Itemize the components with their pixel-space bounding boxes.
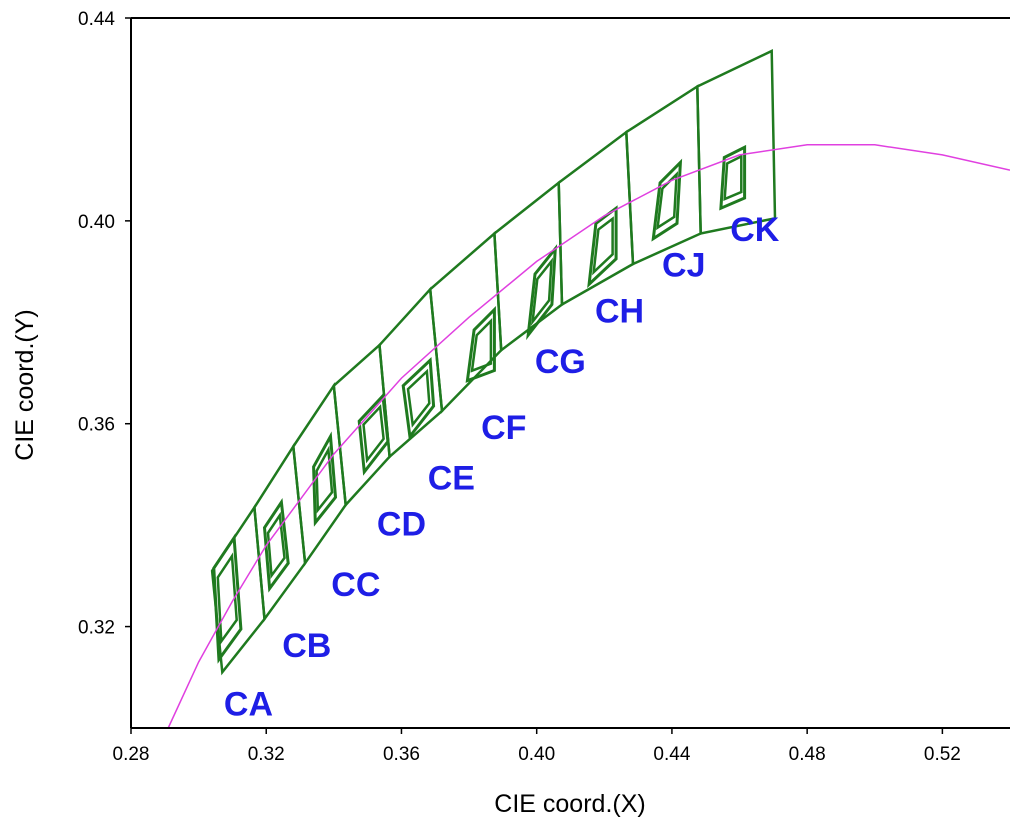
bin-label-cf: CF [481, 409, 526, 447]
bin-label-cb: CB [282, 627, 331, 665]
bin-inner-outer-cb [262, 498, 290, 593]
bin-outer-cj [625, 84, 702, 266]
y-tick-label: 0.40 [78, 212, 115, 233]
bin-label-ce: CE [428, 460, 475, 498]
bin-inner-outer-cf [465, 305, 496, 383]
bin-inner-cd [362, 404, 385, 464]
bin-label-cj: CJ [662, 247, 705, 285]
bin-label-cd: CD [377, 505, 426, 543]
axes-layer [130, 17, 1010, 729]
bin-inner-cc [315, 445, 334, 514]
x-tick-label: 0.32 [248, 744, 285, 765]
bin-outer-ck [696, 49, 777, 236]
bin-inner-ck [723, 154, 743, 201]
planckian-locus-line [167, 144, 1010, 729]
bin-label-cg: CG [535, 343, 586, 381]
x-tick-label: 0.28 [113, 744, 150, 765]
bin-inner-ce [406, 368, 431, 428]
y-tick-label: 0.32 [78, 618, 115, 639]
y-tick-label: 0.36 [78, 415, 115, 436]
bin-outer-cb [253, 442, 307, 623]
bin-inner-cj [656, 171, 679, 231]
bin-inner-ch [592, 216, 614, 276]
bin-inner-outer-ck [719, 144, 747, 211]
x-axis-title: CIE coord.(X) [494, 790, 645, 818]
y-tick-label: 0.44 [78, 9, 115, 30]
ticks-layer: 0.28 0.32 0.36 0.40 0.44 0.48 0.52 0.32 0.36 0.40… [78, 9, 961, 765]
locus-layer [167, 144, 1010, 729]
y-axis-title: CIE coord.(Y) [11, 309, 39, 460]
bin-inner-outer-cj [651, 158, 683, 242]
bin-inner-outer-cc [312, 431, 338, 527]
x-tick-label: 0.36 [383, 744, 420, 765]
bin-inner-outer-ce [401, 357, 436, 441]
bin-inner-cb [266, 511, 286, 580]
bin-label-cc: CC [331, 566, 380, 604]
bin-label-ch: CH [595, 292, 644, 330]
bin-inner-cf [470, 317, 493, 373]
bin-label-ca: CA [224, 685, 273, 723]
x-tick-label: 0.48 [789, 744, 826, 765]
bin-label-ck: CK [730, 211, 780, 249]
bin-inner-cg [530, 257, 553, 326]
bins-layer [210, 49, 777, 676]
x-tick-label: 0.40 [518, 744, 555, 765]
x-tick-label: 0.44 [653, 744, 690, 765]
bin-inner-outer-cg [526, 244, 558, 341]
x-tick-label: 0.52 [924, 744, 961, 765]
bin-inner-ca [216, 552, 238, 645]
